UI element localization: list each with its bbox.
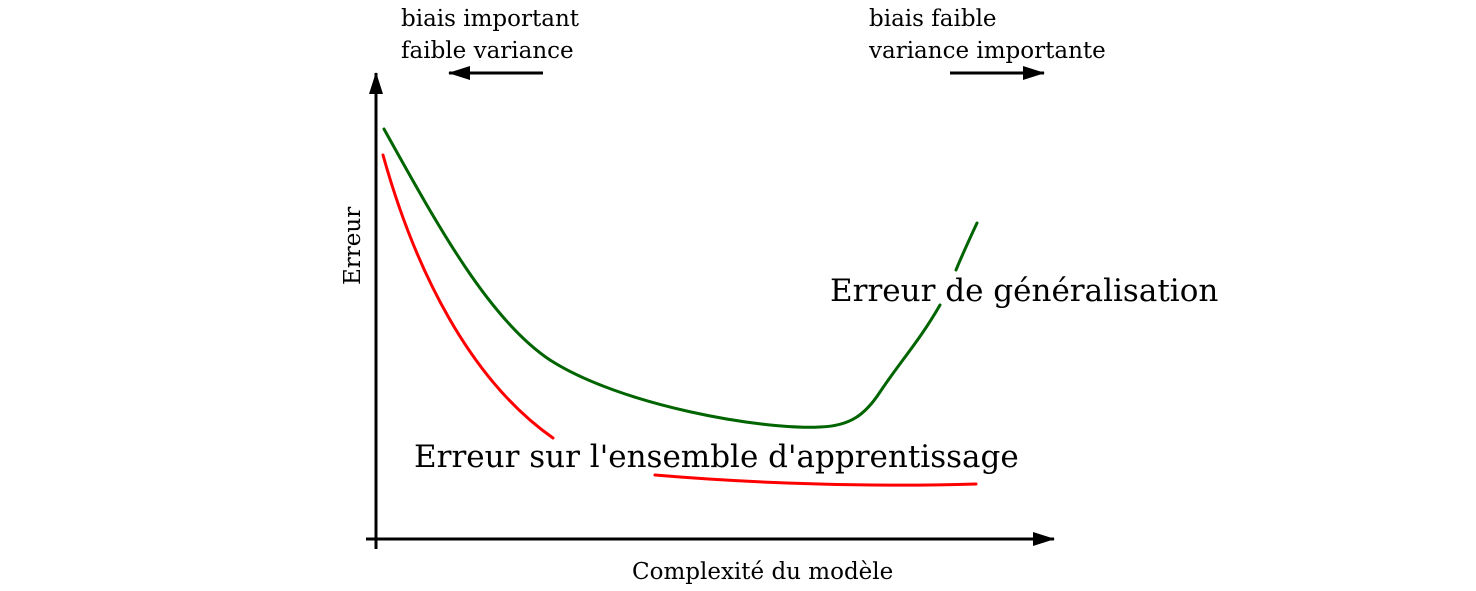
left-annotation-line2: faible variance <box>401 38 574 64</box>
training-error-curve <box>381 153 555 440</box>
right-annotation-line1: biais faible <box>869 6 997 32</box>
left-annotation-line1: biais important <box>401 6 580 32</box>
training-curve-label: Erreur sur l'ensemble d'apprentissage <box>414 439 1019 475</box>
training-error-curve-tail <box>653 473 978 487</box>
x-axis-label: Complexité du modèle <box>632 559 893 585</box>
y-axis-label: Erreur <box>340 207 366 285</box>
right-annotation-line2: variance importante <box>868 38 1106 64</box>
generalization-error-curve-tail <box>954 221 979 272</box>
generalization-curve-label: Erreur de généralisation <box>830 273 1218 309</box>
generalization-error-curve <box>382 127 942 429</box>
